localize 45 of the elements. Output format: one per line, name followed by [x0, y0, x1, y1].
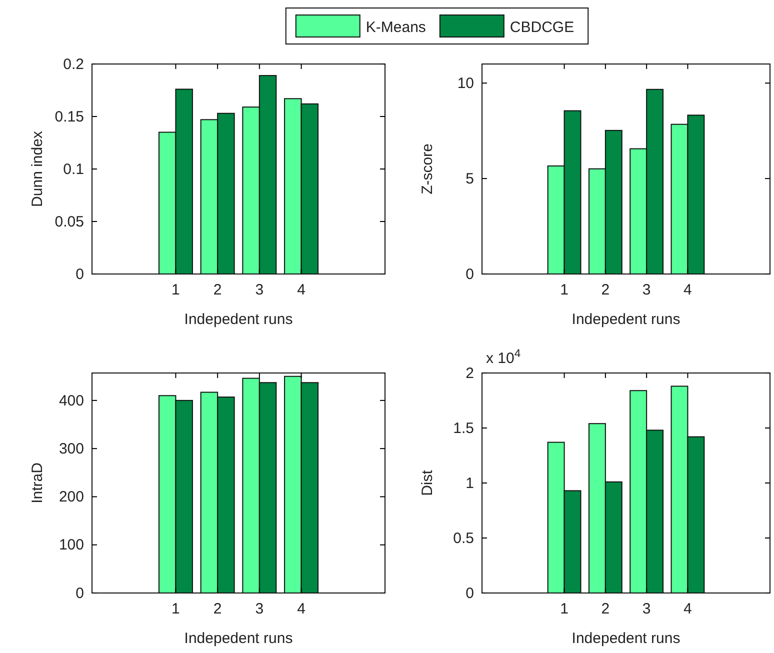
y-tick-label: 5 — [466, 170, 474, 188]
x-tick-label: 1 — [560, 600, 568, 618]
y-tick-label: 1 — [466, 474, 474, 492]
x-tick-label: 4 — [684, 282, 692, 299]
x-tick-label: 2 — [213, 600, 222, 618]
y-tick-label: 0 — [76, 266, 84, 283]
x-tick-label: 1 — [560, 282, 568, 299]
y-axis-title: Dunn index — [29, 130, 46, 207]
y-tick-label: 300 — [58, 440, 84, 458]
x-tick-label: 3 — [255, 282, 264, 299]
y-tick-label: 0.05 — [54, 213, 84, 230]
y-tick-label: 0.5 — [453, 530, 474, 547]
y-tick-label: 400 — [58, 392, 84, 410]
y-tick-label: 0.1 — [63, 160, 84, 178]
x-tick-label: 3 — [642, 282, 651, 299]
x-tick-label: 1 — [172, 600, 180, 618]
x-tick-label: 2 — [213, 282, 222, 299]
legend-label: K-Means — [366, 19, 426, 36]
y-tick-label: 100 — [58, 536, 84, 554]
x-tick-label: 2 — [601, 282, 610, 299]
x-tick-label: 1 — [172, 282, 180, 299]
x-tick-label: 3 — [255, 600, 264, 618]
x-tick-label: 4 — [684, 600, 692, 618]
y-axis-title: Dist — [419, 469, 436, 496]
y-tick-label: 0.2 — [63, 56, 84, 73]
y-axis-title: Z-score — [419, 144, 436, 194]
x-tick-label: 3 — [642, 600, 651, 618]
y-tick-label: 200 — [58, 488, 84, 506]
y-tick-label: 0 — [76, 584, 84, 602]
x-axis-title: Indepedent runs — [572, 630, 680, 647]
y-axis-title: IntraD — [29, 462, 46, 504]
x-tick-label: 2 — [601, 600, 610, 618]
y-tick-label: 2 — [466, 364, 474, 382]
text: x 10$^{4}$ — [486, 348, 521, 367]
x-tick-label: 4 — [297, 282, 306, 299]
x-axis-title: Indepedent runs — [572, 311, 680, 328]
y-tick-label: 0 — [466, 584, 474, 602]
y-tick-label: 1.5 — [453, 420, 474, 437]
x-axis-title: Indepedent runs — [184, 311, 293, 328]
legend-label: CBDCGE — [510, 19, 574, 36]
y-tick-label: 0 — [466, 266, 474, 283]
x-tick-label: 4 — [297, 600, 306, 618]
y-tick-label: 0.15 — [54, 108, 84, 126]
x-axis-title: Indepedent runs — [184, 630, 293, 647]
y-tick-label: 10 — [457, 74, 474, 92]
